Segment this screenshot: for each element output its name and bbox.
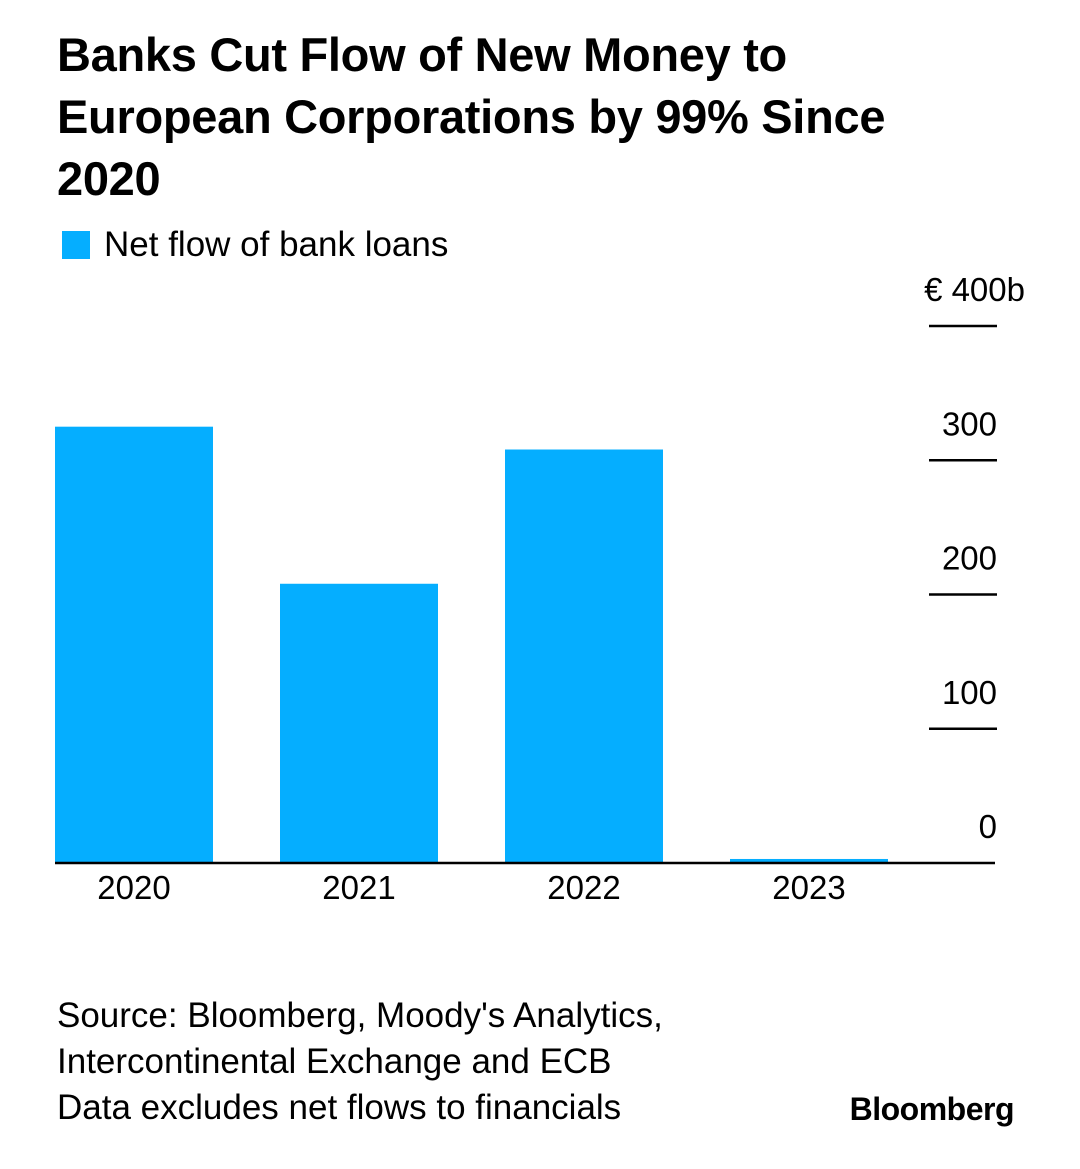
x-tick-label: 2022	[547, 869, 620, 906]
y-tick-label: € 400b	[924, 271, 1025, 308]
source-line: Intercontinental Exchange and ECB	[57, 1042, 612, 1081]
note-line: Data excludes net flows to financials	[57, 1088, 622, 1127]
legend-label: Net flow of bank loans	[104, 225, 449, 264]
chart-title: Banks Cut Flow of New Money to European …	[57, 28, 886, 205]
y-tick-label: 100	[942, 674, 997, 711]
source-line: Source: Bloomberg, Moody's Analytics,	[57, 996, 663, 1035]
x-tick-label: 2023	[772, 869, 845, 906]
bar-2022	[505, 449, 663, 863]
legend-swatch	[62, 231, 90, 259]
y-tick-label: 300	[942, 405, 997, 442]
bloomberg-logo: Bloomberg	[849, 1091, 1015, 1127]
y-tick-label: 200	[942, 540, 997, 577]
bar-2021	[280, 583, 438, 863]
x-tick-label: 2021	[322, 869, 395, 906]
y-tick-label: 0	[979, 808, 997, 845]
source-note: Source: Bloomberg, Moody's Analytics, In…	[57, 993, 817, 1131]
bar-chart: 2020 2021 2022 2023 0 100 200 300 € 400b	[55, 271, 1025, 906]
bar-2023	[730, 858, 888, 863]
x-tick-label: 2020	[97, 869, 170, 906]
bar-2020	[55, 426, 213, 863]
legend: Net flow of bank loans	[62, 225, 448, 265]
